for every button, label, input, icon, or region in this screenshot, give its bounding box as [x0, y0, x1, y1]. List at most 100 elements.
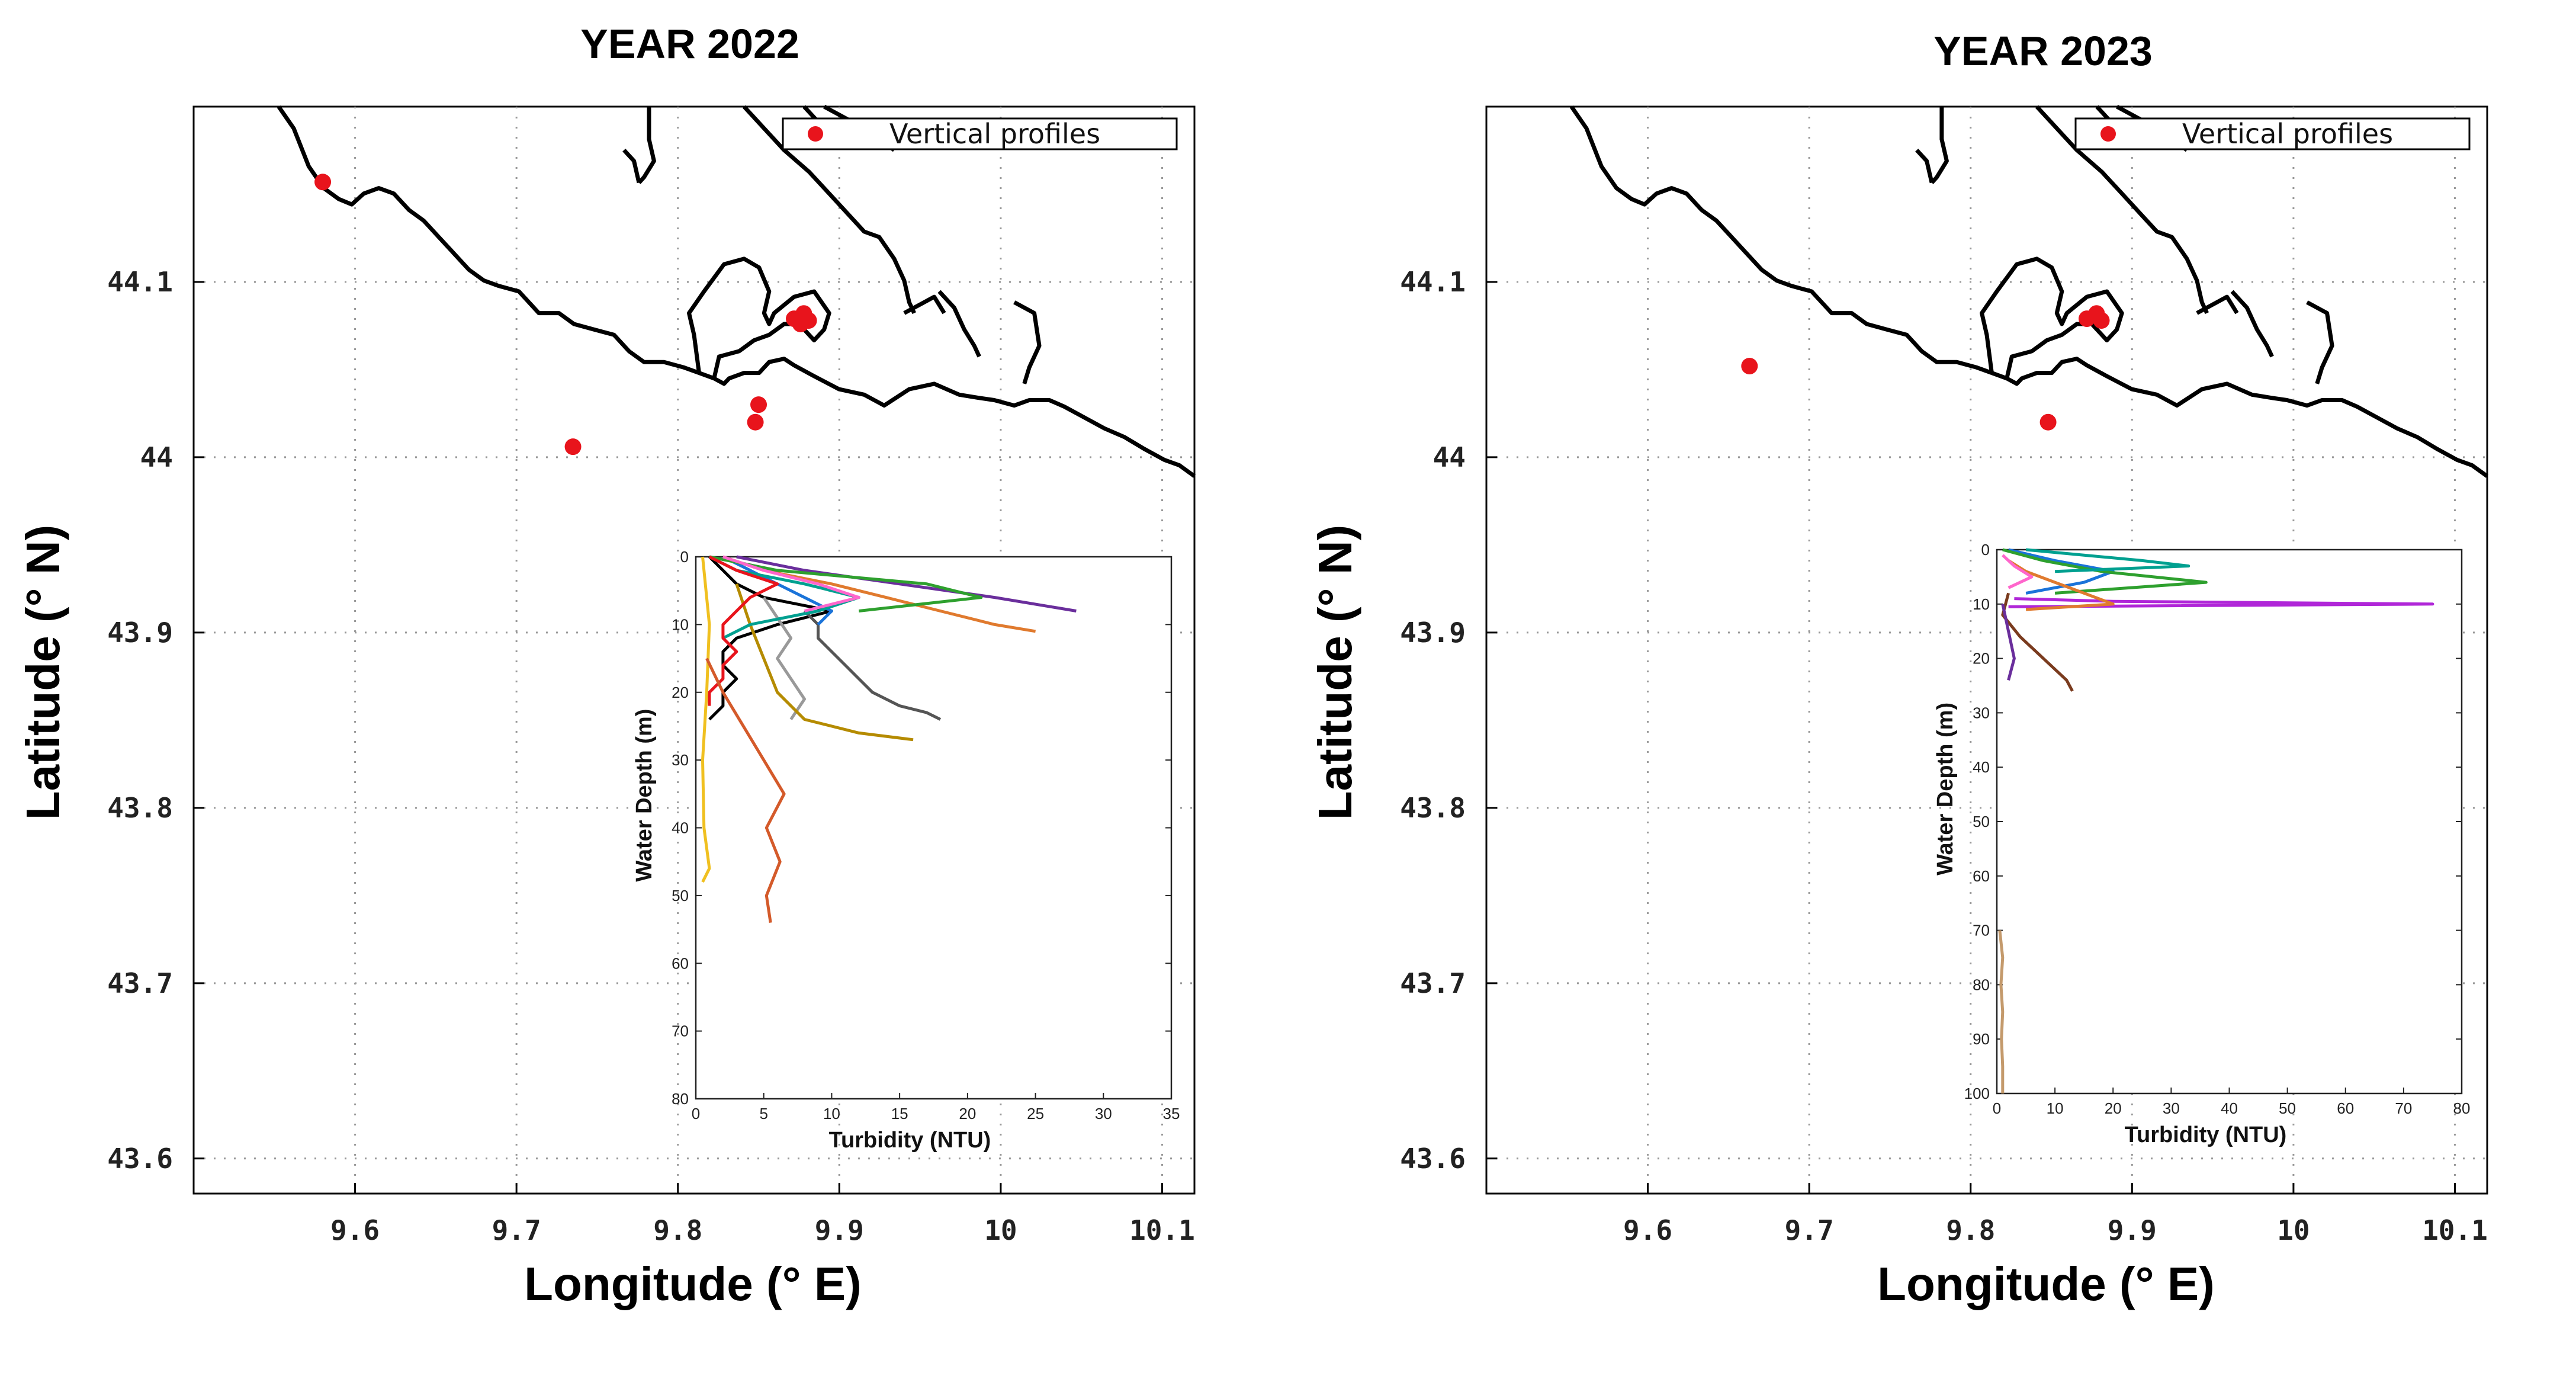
x-axis-label: Longitude (° E) — [524, 1258, 862, 1310]
y-tick-label: 43.6 — [107, 1143, 173, 1175]
inset-x-tick-label: 15 — [891, 1105, 908, 1122]
inset-y-tick-label: 80 — [1973, 976, 1990, 993]
inset-x-tick-label: 10 — [823, 1105, 840, 1122]
river-line — [622, 149, 641, 184]
x-tick-label: 9.6 — [1623, 1214, 1672, 1246]
inset-y-tick-label: 40 — [1973, 758, 1990, 776]
inset-y-tick-label: 20 — [1973, 650, 1990, 668]
inset-y-tick-label: 50 — [672, 887, 689, 905]
inset-y-tick-label: 0 — [1981, 541, 1990, 559]
river-line — [903, 294, 946, 315]
inset-x-tick-label: 0 — [1993, 1099, 2001, 1117]
inset-y-tick-label: 40 — [672, 819, 689, 837]
x-tick-label: 9.8 — [653, 1214, 702, 1246]
profile-point — [2093, 312, 2110, 329]
legend-box — [782, 117, 1178, 150]
y-axis-label: Latitude (° N) — [17, 525, 69, 820]
y-tick-label: 44.1 — [1400, 266, 1466, 298]
inset-y-tick-label: 10 — [1973, 595, 1990, 613]
y-tick-label: 43.8 — [1400, 792, 1466, 824]
legend-label: Vertical profiles — [2182, 118, 2393, 150]
inset-y-tick-label: 0 — [680, 548, 689, 566]
inset-x-tick-label: 5 — [759, 1105, 767, 1122]
inset-x-tick-label: 70 — [2395, 1099, 2412, 1117]
x-tick-label: 9.6 — [330, 1214, 380, 1246]
inset-x-tick-label: 25 — [1027, 1105, 1044, 1122]
river-line — [1013, 300, 1042, 384]
inset-x-tick-label: 40 — [2221, 1099, 2238, 1117]
legend-marker — [2100, 126, 2116, 142]
inset-x-tick-label: 50 — [2279, 1099, 2296, 1117]
profile-line — [722, 555, 833, 626]
inset-y-tick-label: 50 — [1973, 813, 1990, 830]
profile-line — [803, 610, 942, 721]
river-line — [2230, 290, 2274, 358]
river-line — [937, 290, 981, 358]
y-tick-label: 43.9 — [107, 617, 173, 649]
inset-x-tick-label: 35 — [1163, 1105, 1180, 1122]
profile-point — [747, 413, 764, 431]
legend-label: Vertical profiles — [889, 118, 1100, 150]
river-line — [1915, 149, 1934, 184]
river-line — [2035, 105, 2209, 315]
inset-y-tick-label: 30 — [672, 751, 689, 769]
x-tick-label: 9.9 — [815, 1214, 864, 1246]
river-line — [637, 107, 656, 184]
profile-line — [708, 555, 779, 706]
x-tick-label: 10 — [2277, 1214, 2310, 1246]
profile-line — [2002, 554, 2034, 589]
x-axis-label: Longitude (° E) — [1877, 1258, 2215, 1310]
inset-x-label: Turbidity (NTU) — [2125, 1122, 2287, 1147]
inset-x-label: Turbidity (NTU) — [829, 1128, 991, 1153]
y-tick-label: 44 — [140, 441, 173, 473]
profile-line — [736, 555, 1077, 612]
inset-y-tick-label: 30 — [1973, 704, 1990, 721]
profile-line — [701, 556, 711, 883]
x-tick-label: 10.1 — [1129, 1214, 1195, 1246]
inset-y-tick-label: 80 — [672, 1090, 689, 1108]
y-tick-label: 44 — [1433, 441, 1466, 473]
turbidity-inset: 0 10 20 30 40 50 60 70 80 0 10 20 30 40 50 60 70 80 90 100 T… — [1933, 541, 2470, 1147]
x-tick-label: 9.9 — [2108, 1214, 2157, 1246]
profile-point — [792, 316, 809, 332]
legend-box — [2074, 117, 2471, 150]
river-line — [1930, 107, 1949, 184]
profile-point — [314, 174, 332, 191]
y-axis-label: Latitude (° N) — [1309, 525, 1361, 820]
map-panel-2023: YEAR 2023 Longitude (° E) Latitude (° N)… — [1309, 28, 2489, 1310]
river-line — [742, 105, 916, 315]
inset-y-tick-label: 100 — [1964, 1085, 1990, 1102]
profile-line — [2008, 597, 2434, 608]
panel-title: YEAR 2022 — [580, 21, 799, 67]
y-tick-label: 43.7 — [107, 967, 173, 999]
gulf-coastline — [687, 256, 831, 379]
river-line — [2196, 294, 2239, 315]
x-tick-label: 9.7 — [1785, 1214, 1834, 1246]
inset-frame — [1996, 549, 2463, 1095]
inset-y-tick-label: 70 — [1973, 922, 1990, 939]
inset-x-tick-label: 20 — [959, 1105, 976, 1122]
profile-line — [2025, 548, 2190, 573]
inset-y-label: Water Depth (m) — [632, 709, 657, 882]
inset-x-tick-label: 80 — [2453, 1099, 2471, 1117]
inset-y-tick-label: 90 — [1973, 1030, 1990, 1048]
inset-y-tick-label: 10 — [672, 615, 689, 633]
profile-line — [2002, 548, 2208, 595]
inset-x-tick-label: 20 — [2105, 1099, 2122, 1117]
inset-y-label: Water Depth (m) — [1933, 703, 1958, 875]
inset-x-tick-label: 0 — [692, 1105, 700, 1122]
inset-y-tick-label: 20 — [672, 684, 689, 701]
profile-line — [1998, 930, 2005, 1093]
x-tick-label: 9.8 — [1946, 1214, 1995, 1246]
x-tick-label: 9.7 — [492, 1214, 541, 1246]
profile-point — [2039, 413, 2057, 431]
inset-x-tick-label: 10 — [2047, 1099, 2064, 1117]
profile-line — [705, 657, 786, 923]
profile-point — [564, 438, 582, 456]
map-panel-2022: YEAR 2022 Longitude (° E) Latitude (° N)… — [17, 21, 1196, 1310]
inset-y-tick-label: 60 — [672, 954, 689, 972]
y-tick-label: 43.8 — [107, 792, 173, 824]
inset-y-tick-label: 70 — [672, 1022, 689, 1040]
y-tick-label: 43.9 — [1400, 617, 1466, 649]
